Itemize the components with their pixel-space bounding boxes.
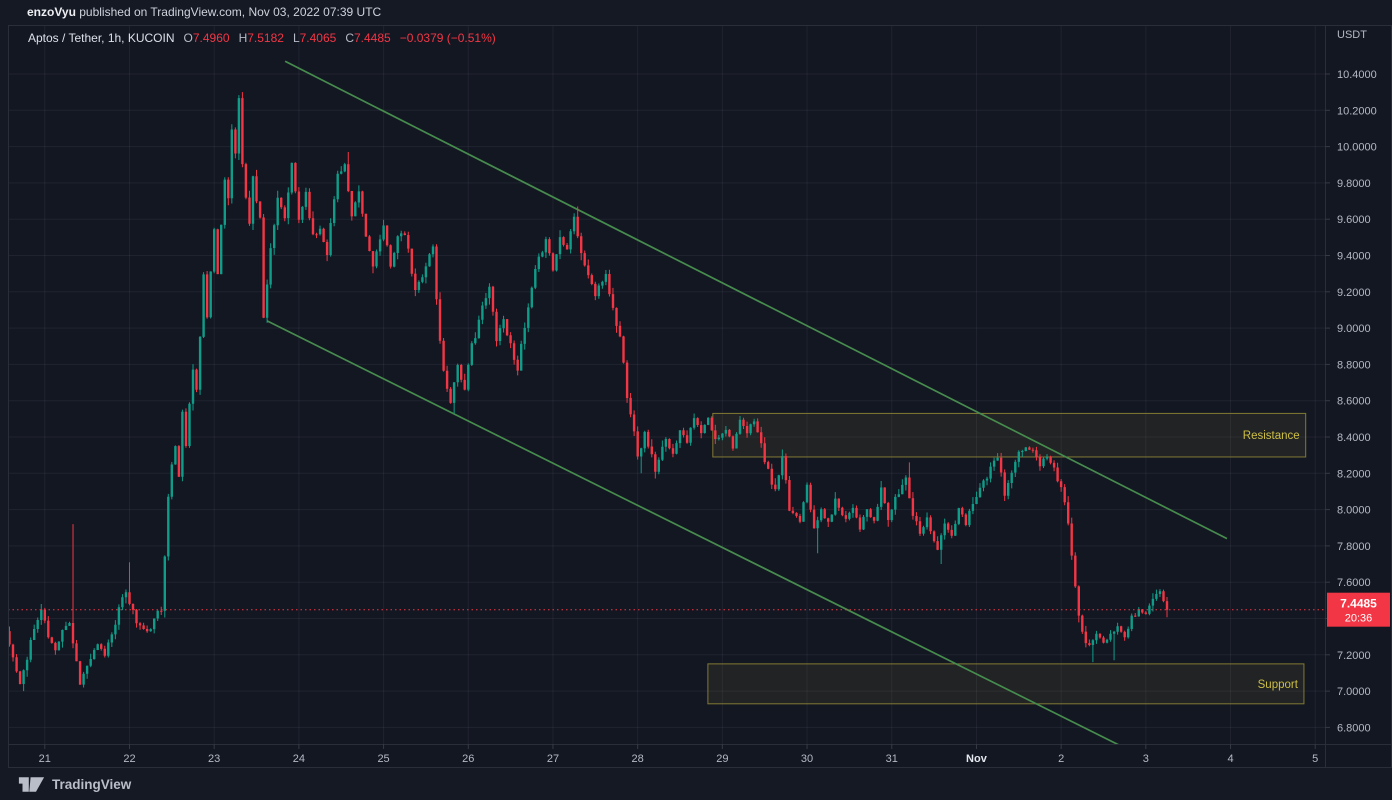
time-tick-label: 4 (1227, 753, 1233, 765)
price-tick-label: 8.0000 (1337, 505, 1371, 517)
legend-close: C7.4485 (345, 31, 391, 45)
resistance-zone-label: Resistance (1243, 430, 1300, 442)
chart-border (8, 25, 1392, 768)
time-tick-label: 26 (462, 753, 474, 765)
resistance-zone[interactable] (712, 412, 1307, 458)
price-tick-label: 9.6000 (1337, 214, 1371, 226)
price-tick-label: 8.6000 (1337, 396, 1371, 408)
legend-low: L7.4065 (292, 31, 337, 45)
price-tick-label: 7.2000 (1337, 650, 1371, 662)
price-tick-label: 8.2000 (1337, 468, 1371, 480)
price-tick-label: 9.4000 (1337, 251, 1371, 263)
bar-countdown: 20:36 (1345, 613, 1373, 625)
price-tick-label: 8.4000 (1337, 432, 1371, 444)
down-bodies (8, 98, 1169, 685)
price-tick-label: 10.2000 (1337, 105, 1377, 117)
time-tick-label: 31 (886, 753, 898, 765)
ohlc-legend: Aptos / Tether, 1h, KUCOIN O7.4960 H7.5182… (28, 31, 496, 45)
price-tick-label: 9.2000 (1337, 287, 1371, 299)
down-wicks (9, 92, 1168, 685)
time-tick-label: 21 (39, 753, 51, 765)
price-tick-label: 8.8000 (1337, 359, 1371, 371)
footer-bar: TradingView (0, 768, 1392, 800)
tradingview-logo[interactable]: TradingView (18, 776, 131, 793)
time-tick-label: 3 (1143, 753, 1149, 765)
channel-upper-line[interactable] (284, 60, 1228, 540)
last-price-value: 7.4485 (1340, 597, 1377, 611)
time-tick-label: Nov (966, 753, 988, 765)
support-zone-label: Support (1258, 679, 1299, 691)
time-tick-label: 25 (377, 753, 389, 765)
support-zone[interactable] (707, 663, 1305, 705)
channel-lower-line[interactable] (266, 320, 1120, 746)
time-tick-label: 22 (123, 753, 135, 765)
time-tick-label: 27 (547, 753, 559, 765)
time-tick-label: 2 (1058, 753, 1064, 765)
brand-name: TradingView (52, 776, 132, 792)
candles-layer (8, 92, 1169, 692)
time-tick-label: 28 (632, 753, 644, 765)
time-tick-label: 30 (801, 753, 813, 765)
trend-channel (266, 60, 1228, 746)
time-tick-label: 5 (1312, 753, 1318, 765)
change-value: −0.0379 (−0.51%) (399, 31, 496, 45)
publisher-username[interactable]: enzoVyu (27, 5, 76, 19)
time-scale[interactable]: 21 22 23 24 25 26 27 28 29 30 31 Nov 2 3 4 5 (39, 744, 1319, 765)
quote-currency-label: USDT (1337, 29, 1367, 41)
time-tick-label: 29 (716, 753, 728, 765)
publish-info: published on TradingView.com, Nov 03, 20… (75, 5, 382, 19)
price-tick-label: 7.0000 (1337, 686, 1371, 698)
time-tick-label: 23 (208, 753, 220, 765)
price-tick-label: 9.0000 (1337, 323, 1371, 335)
price-scale[interactable]: USDT 10.4000 10.2000 10.0000 9.8000 9.6000 9.4… (1325, 29, 1377, 734)
up-bodies (22, 98, 1162, 685)
symbol-title[interactable]: Aptos / Tether, 1h, KUCOIN (28, 31, 175, 45)
tradingview-logo-icon (18, 776, 45, 792)
drawing-zones: Resistance Support (707, 412, 1307, 705)
last-price-label: 7.4485 20:36 (1327, 592, 1390, 627)
price-tick-label: 9.8000 (1337, 178, 1371, 190)
legend-high: H7.5182 (238, 31, 284, 45)
price-tick-label: 6.8000 (1337, 722, 1371, 734)
price-tick-label: 7.8000 (1337, 541, 1371, 553)
publish-header: enzoVyu published on TradingView.com, No… (0, 0, 1392, 25)
legend-open: O7.4960 (183, 31, 230, 45)
time-tick-label: 24 (293, 753, 305, 765)
price-chart[interactable]: Resistance Support USDT 10.4000 10.2000 10.00… (8, 25, 1392, 768)
price-tick-label: 7.6000 (1337, 577, 1371, 589)
price-tick-label: 10.0000 (1337, 142, 1377, 154)
chart-frame: Aptos / Tether, 1h, KUCOIN O7.4960 H7.5182… (8, 25, 1392, 768)
price-tick-label: 10.4000 (1337, 69, 1377, 81)
